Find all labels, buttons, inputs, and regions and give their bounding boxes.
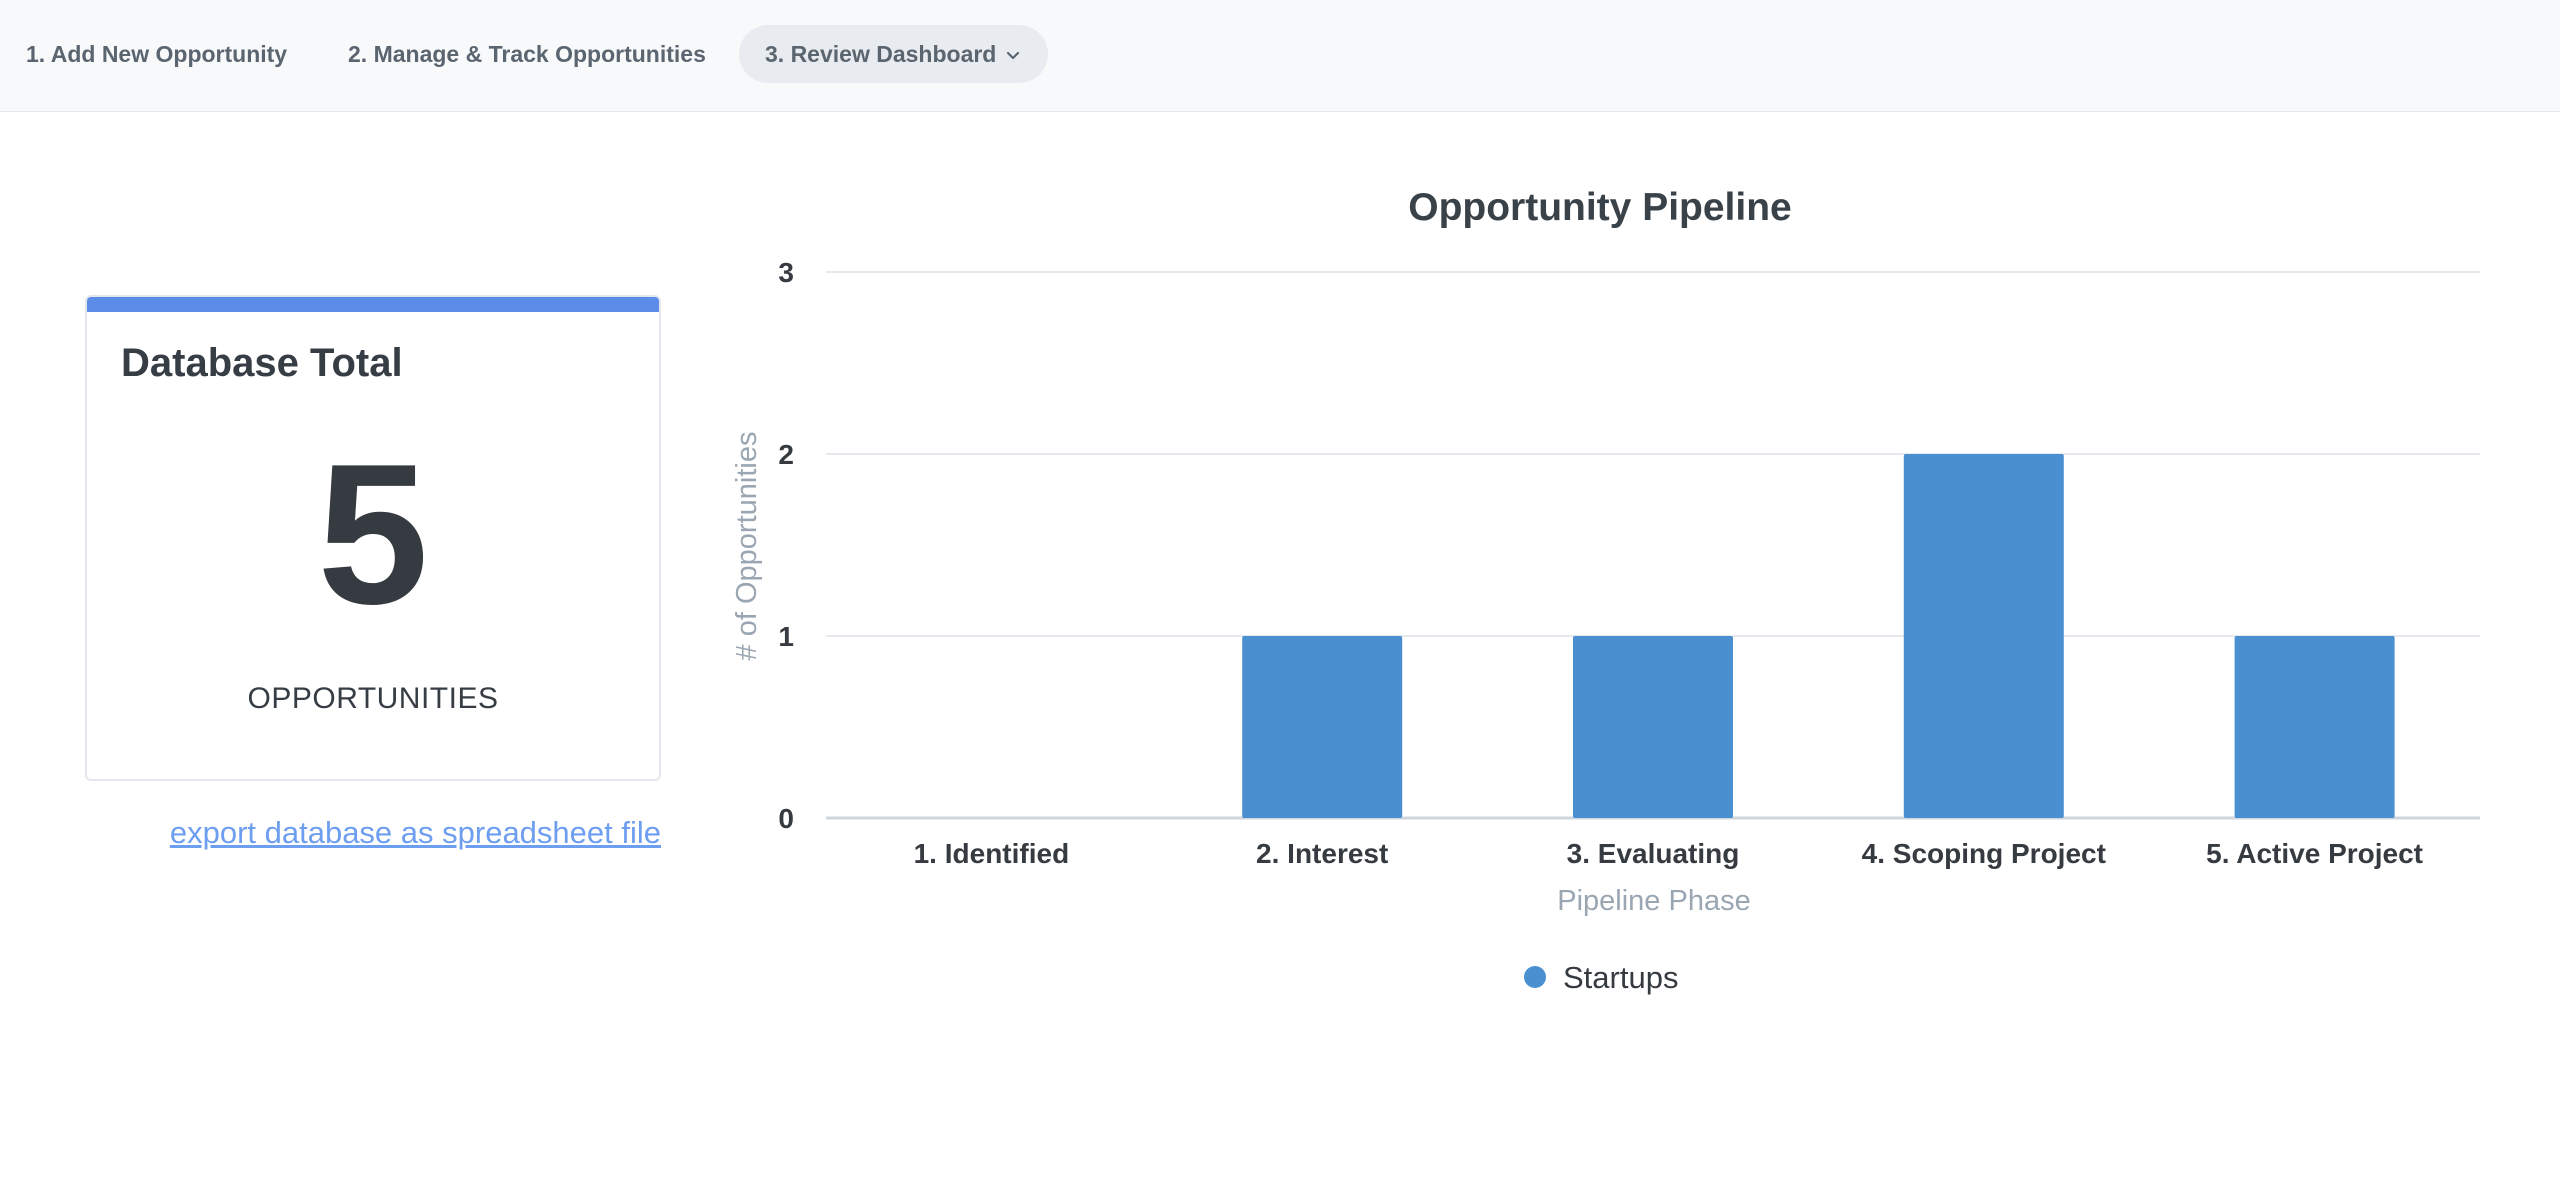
card-title: Database Total (121, 341, 403, 385)
y-axis-label: # of Opportunities (731, 432, 763, 661)
bar[interactable] (1573, 636, 1733, 818)
y-tick-label: 2 (778, 439, 794, 470)
chart-title: Opportunity Pipeline (1408, 186, 1792, 229)
x-tick-label: 1. Identified (914, 838, 1070, 869)
tab-add-new-opportunity[interactable]: 1. Add New Opportunity (26, 41, 288, 67)
chevron-down-icon (1006, 24, 1020, 82)
x-tick-label: 4. Scoping Project (1862, 838, 2106, 869)
y-tick-label: 0 (778, 803, 794, 834)
database-total-card: Database Total 5 OPPORTUNITIES (85, 295, 661, 781)
tab-review-dashboard-label: 3. Review Dashboard (765, 41, 997, 67)
opportunity-count: 5 (317, 423, 429, 646)
x-tick-label: 5. Active Project (2206, 838, 2423, 869)
opportunity-count-unit: OPPORTUNITIES (247, 682, 499, 715)
tab-manage-track-opportunities[interactable]: 2. Manage & Track Opportunities (348, 41, 706, 67)
top-nav: 1. Add New Opportunity 2. Manage & Track… (0, 0, 2560, 112)
legend-swatch (1524, 966, 1546, 988)
opportunity-pipeline-chart: Opportunity Pipeline 0 1 2 3 1. Identified 2… (731, 186, 2480, 995)
x-tick-label: 2. Interest (1256, 838, 1388, 869)
x-axis-label: Pipeline Phase (1557, 885, 1750, 917)
y-tick-label: 3 (778, 257, 794, 288)
bar[interactable] (1903, 454, 2064, 818)
card-accent-bar (87, 297, 659, 312)
chart-legend[interactable]: Startups (1524, 960, 1678, 995)
legend-label: Startups (1563, 960, 1678, 995)
x-tick-label: 3. Evaluating (1567, 838, 1740, 869)
y-tick-label: 1 (778, 621, 794, 652)
bar[interactable] (1242, 636, 1403, 818)
tab-review-dashboard[interactable]: 3. Review Dashboard (739, 24, 1049, 83)
export-spreadsheet-link[interactable]: export database as spreadsheet file (169, 815, 661, 850)
bar[interactable] (2234, 636, 2395, 818)
